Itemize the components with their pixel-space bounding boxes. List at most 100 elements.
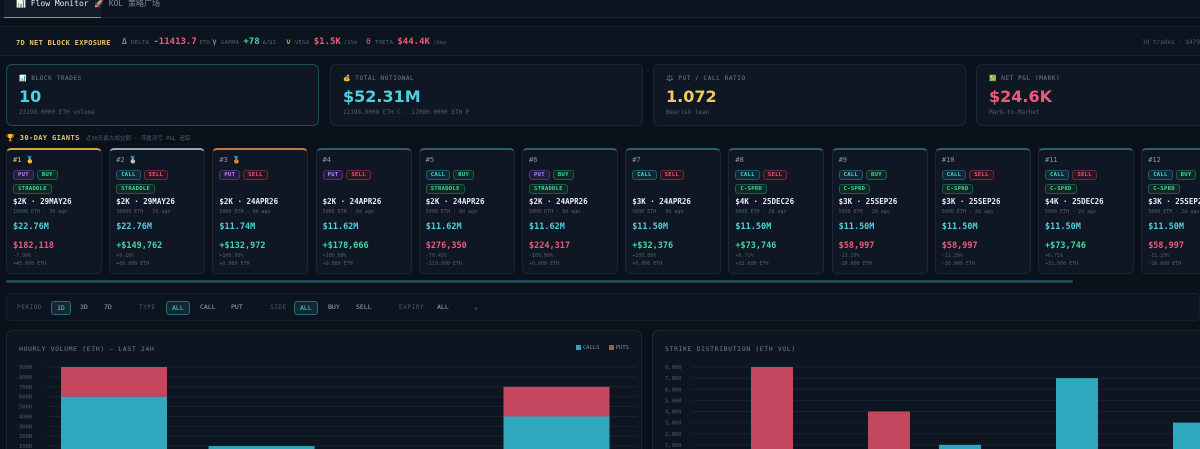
giant-card[interactable]: #4 PUT SELL $2K · 24APR26 5000 ETH · 9d ago $…	[315, 148, 412, 274]
type-put-button[interactable]: PUT	[231, 303, 243, 311]
chevron-down-icon: ⌄	[474, 303, 478, 311]
giant-card[interactable]: #7 CALL SELL $3K · 24APR26 5000 ETH · 9d ago…	[625, 148, 722, 274]
trade-meta: 10000 ETH · 39 ago	[116, 209, 171, 215]
eth-change: +0.000 ETH	[529, 261, 560, 267]
strike-expiry: $4K · 25DEC26	[735, 197, 795, 206]
trade-meta: 5000 ETH · 9d ago	[219, 209, 271, 215]
strike-expiry: $3K · 25SEP26	[1148, 197, 1200, 206]
calls-swatch	[575, 345, 581, 350]
period-label: PERIOD	[17, 304, 43, 311]
eth-change: +0.000 ETH	[219, 261, 250, 267]
buy-badge: BUY	[36, 170, 58, 180]
period-7d-button[interactable]: 7D	[104, 303, 112, 311]
giant-card[interactable]: #5 CALL BUY STRADDLE $2K · 24APR26 5000 ETH ·…	[418, 148, 515, 274]
calls-bar	[61, 396, 167, 449]
notional-value: $11.62M	[529, 222, 565, 232]
notional-value: $11.50M	[838, 222, 875, 232]
tab-kol-strategy[interactable]: 🚀 KOL 策略广场	[94, 0, 161, 8]
giant-card[interactable]: #1 🥇 PUT BUY STRADDLE $2K · 29MAY26 10000 ETH…	[6, 148, 102, 274]
strategy-badge: C-SPRD	[941, 184, 974, 194]
y-tick-label: 5000	[19, 405, 32, 411]
y-tick-label: 7000	[19, 385, 32, 391]
eth-change: -26.000 ETH	[941, 261, 975, 267]
side-sell-button[interactable]: SELL	[356, 303, 372, 311]
pnl-value: +$132,972	[219, 241, 266, 251]
call-badge: CALL	[1045, 170, 1070, 180]
trade-meta: 5000 ETH · 2d ago	[1148, 209, 1200, 215]
y-tick-label: 1,000	[665, 443, 682, 449]
pnl-value: $58,997	[1148, 241, 1185, 251]
trade-meta: 5000 ETH · 2d ago	[1045, 209, 1097, 215]
pnl-value: $58,997	[941, 241, 978, 251]
y-tick-label: 9000	[19, 365, 32, 371]
put-badge: PUT	[322, 170, 344, 180]
rank-label: #7	[632, 156, 641, 164]
put-badge: PUT	[219, 170, 241, 180]
giant-card[interactable]: #10 CALL SELL C-SPRD $3K · 25SEP26 5000 ETH ·…	[934, 148, 1031, 274]
rank-label: #1 🥇	[13, 156, 35, 164]
type-all-button[interactable]: ALL	[166, 301, 190, 315]
strike-expiry: $2K · 29MAY26	[116, 197, 175, 206]
giants-title: 🏆 30-DAY GIANTS	[6, 134, 80, 142]
y-tick-label: 5,000	[665, 398, 682, 404]
expiry-select[interactable]: ALL ⌄	[432, 301, 482, 315]
giant-card[interactable]: #6 PUT BUY STRADDLE $2K · 24APR26 5000 ETH · …	[522, 148, 618, 274]
strategy-badge: STRADDLE	[529, 184, 568, 194]
y-tick-label: 8,000	[665, 365, 682, 371]
net-block-exposure-bar: 7D NET BLOCK EXPOSURE Δ DELTA -11413.7 ETH …	[0, 26, 1200, 56]
sell-badge: SELL	[969, 170, 994, 180]
notional-value: $11.74M	[219, 222, 256, 232]
strategy-badge: STRADDLE	[425, 184, 465, 194]
sell-badge: SELL	[762, 170, 788, 180]
trade-meta: 5000 ETH · 2d ago	[838, 209, 890, 215]
rank-label: #12	[1148, 156, 1161, 164]
y-tick-label: 6000	[19, 395, 32, 401]
strike-expiry: $2K · 29MAY26	[13, 197, 72, 206]
giant-card[interactable]: #3 🥉 PUT SELL $2K · 24APR26 5000 ETH · 9d ag…	[212, 148, 309, 274]
tab-flow-monitor[interactable]: 📊 Flow Monitor	[4, 0, 101, 18]
vega-readout: ν VEGA $1.5K/1%σ	[286, 37, 358, 47]
strike-expiry: $2K · 24APR26	[322, 197, 382, 206]
eth-change: -26.000 ETH	[1148, 261, 1182, 267]
giant-card[interactable]: #11 CALL SELL C-SPRD $4K · 25DEC26 5000 ETH ·…	[1038, 148, 1134, 274]
sell-badge: SELL	[243, 170, 268, 180]
pnl-percent: +100.00%	[632, 253, 657, 259]
call-badge: CALL	[735, 170, 760, 180]
giant-card[interactable]: #2 🥈 CALL SELL STRADDLE $2K · 29MAY26 10000 E…	[109, 148, 206, 274]
rank-label: #9	[838, 156, 848, 164]
puts-swatch	[608, 345, 614, 350]
period-3d-button[interactable]: 3D	[80, 303, 88, 311]
buy-badge: BUY	[1175, 170, 1197, 180]
call-badge: CALL	[838, 170, 864, 180]
giants-scrollbar[interactable]	[6, 280, 1073, 283]
calls-bar	[939, 444, 981, 449]
pnl-percent: -11.29%	[941, 253, 963, 259]
pnl-value: $58,997	[838, 241, 875, 251]
period-1d-button[interactable]: 1D	[51, 301, 71, 315]
giant-card[interactable]: #8 CALL SELL C-SPRD $4K · 25DEC26 5000 ETH · …	[728, 148, 825, 274]
pnl-percent: +6.71%	[735, 253, 754, 259]
side-all-button[interactable]: ALL	[294, 301, 318, 315]
trade-meta: 5000 ETH · 9d ago	[632, 209, 684, 215]
rank-label: #10	[941, 156, 955, 164]
pnl-percent: -100.00%	[529, 253, 554, 259]
trade-meta: 10000 ETH · 39 ago	[13, 209, 68, 215]
tab-bar: 📊 Flow Monitor 🚀 KOL 策略广场	[0, 0, 1200, 18]
pnl-percent: +9.10%	[116, 253, 135, 259]
side-buy-button[interactable]: BUY	[328, 303, 340, 311]
notional-value: $11.50M	[1148, 222, 1185, 232]
rank-label: #3 🥉	[219, 156, 241, 164]
sell-badge: SELL	[346, 170, 371, 180]
buy-badge: BUY	[866, 170, 887, 180]
pnl-percent: +100.00%	[322, 253, 347, 259]
theta-readout: θ THETA $44.4K/day	[366, 37, 447, 47]
trade-summary: 10 trades · $479	[1142, 39, 1200, 46]
pnl-percent: +6.71%	[1045, 253, 1064, 259]
type-call-button[interactable]: CALL	[200, 303, 216, 311]
notional-value: $11.50M	[1045, 222, 1081, 232]
strategy-badge: C-SPRD	[1045, 184, 1077, 194]
hourly-volume-legend: CALLS PUTS	[570, 345, 629, 351]
pnl-value: $182,118	[13, 241, 54, 251]
giant-card[interactable]: #9 CALL BUY C-SPRD $3K · 25SEP26 5000 ETH · 2…	[831, 148, 928, 274]
